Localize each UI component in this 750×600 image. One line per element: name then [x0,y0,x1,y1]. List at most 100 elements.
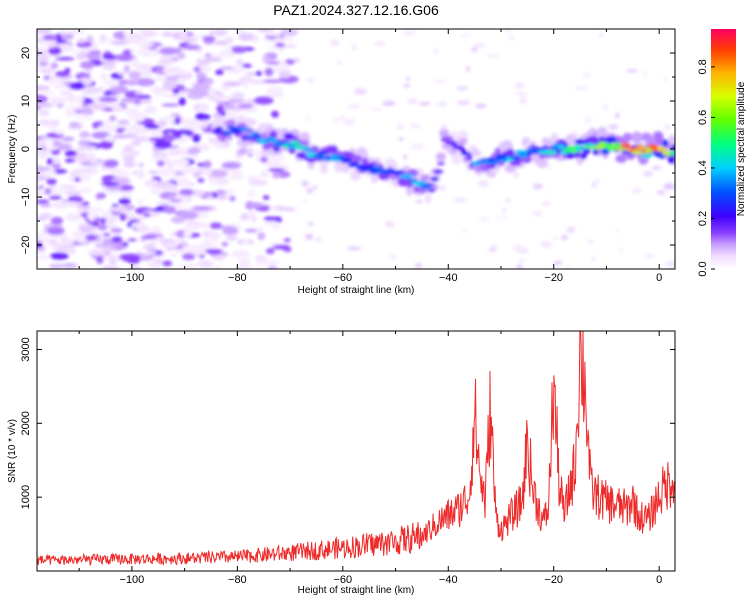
heatmap-cell [140,251,158,255]
heatmap-cell [192,134,201,143]
heatmap-cell [176,51,186,60]
heatmap-cell [393,170,406,174]
heatmap-cell [161,31,174,37]
heatmap-cell [566,264,572,269]
heatmap-cell [268,205,276,212]
heatmap-cell [546,149,557,155]
heatmap-cell [495,153,507,159]
heatmap-cell [180,166,198,175]
heatmap-cell [622,132,633,142]
heatmap-cell [140,98,153,104]
heatmap-cell [487,157,496,163]
heatmap-cell [201,168,214,175]
heatmap-cell [37,232,42,241]
heatmap-cell [187,147,201,155]
y-tick-label: 1000 [20,485,32,509]
heatmap-cell [196,60,211,65]
heatmap-cell [37,46,48,53]
heatmap-cell [396,123,404,130]
y-tick-label: −20 [20,236,32,255]
heatmap-cell [561,234,568,241]
heatmap-cell [79,187,92,194]
heatmap-cell [37,40,57,45]
heatmap-cell [67,125,83,130]
heatmap-cell [196,112,206,119]
heatmap-cell [250,213,258,223]
heatmap-cell [38,57,49,64]
heatmap-cell [77,206,84,214]
heatmap-cell [293,58,301,63]
heatmap-cell [260,170,269,179]
heatmap-cell [318,150,330,155]
heatmap-cell [197,162,205,167]
heatmap-cell [37,177,42,184]
heatmap-cell [192,82,211,92]
heatmap-cell [418,180,426,185]
heatmap-cell [229,170,244,179]
heatmap-cell [170,158,190,166]
spectrogram-x-axis: −100 −80 −60 −40 −20 0 [78,29,662,284]
heatmap-cell [106,190,121,195]
heatmap-cell [283,237,291,243]
heatmap-cell [168,192,178,197]
heatmap-cell [161,103,180,107]
heatmap-cell [247,189,256,198]
heatmap-cell [48,46,62,56]
heatmap-cell [67,92,75,97]
heatmap-cell [284,59,296,65]
heatmap-cell [285,141,293,146]
heatmap-cell [202,160,212,169]
heatmap-cell [44,188,52,195]
heatmap-cell [282,207,296,212]
heatmap-cell [177,76,188,84]
heatmap-cell [217,195,227,201]
heatmap-cell [566,226,576,234]
heatmap-cell [222,47,233,54]
heatmap-cell [69,122,80,127]
heatmap-cell [118,197,131,205]
x-tick-label: −60 [333,272,352,284]
heatmap-cell [97,224,108,231]
heatmap-cell [265,160,282,168]
heatmap-cell [384,221,395,228]
heatmap-cell [236,59,244,65]
heatmap-cell [651,165,662,171]
heatmap-cell [237,258,251,264]
x-tick-label: −100 [120,272,145,284]
heatmap-cell [590,256,597,262]
heatmap-cell [176,178,192,187]
colorbar-label: Normalized spectral amplitude [736,81,747,216]
heatmap-cell [87,212,96,220]
heatmap-cell [168,93,181,99]
heatmap-cell [143,212,151,218]
heatmap-cell [181,198,191,205]
heatmap-cell [557,145,565,150]
heatmap-cell [197,259,214,268]
heatmap-cell [130,222,146,229]
x-tick-label: −40 [439,272,458,284]
colorbar-tick-label: 0.8 [697,59,709,74]
heatmap-cell [61,262,78,269]
heatmap-cell [150,186,164,195]
heatmap-cell [306,187,314,194]
heatmap-cell [207,93,224,102]
heatmap-cell [631,187,642,194]
heatmap-cell [514,172,519,178]
heatmap-cell [74,109,84,114]
heatmap-cell [278,37,293,42]
heatmap-cell [253,96,274,105]
heatmap-cell [646,253,654,259]
heatmap-cell [103,159,119,168]
heatmap-cell [520,97,527,104]
heatmap-cell [142,32,159,37]
heatmap-cell [271,244,291,250]
heatmap-cell [574,138,586,145]
heatmap-cell [37,102,54,108]
heatmap-cell [458,138,468,145]
heatmap-cell [182,253,196,261]
heatmap-cell [122,155,135,163]
heatmap-cell [582,72,591,77]
heatmap-cell [54,143,72,151]
heatmap-cell [210,169,228,178]
